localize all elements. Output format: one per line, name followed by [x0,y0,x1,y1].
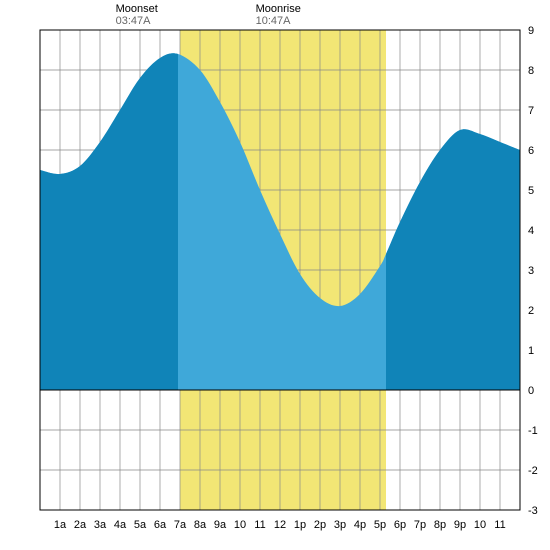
x-tick-label: 8p [434,519,446,531]
y-tick-label: 7 [528,105,534,117]
x-tick-label: 12 [274,519,286,531]
x-tick-label: 5a [134,519,147,531]
moonrise-time: 10:47A [256,15,292,27]
x-tick-label: 10 [234,519,246,531]
moonrise-label: Moonrise [256,3,301,15]
y-tick-label: 0 [528,385,534,397]
x-tick-label: 6p [394,519,406,531]
x-tick-label: 1p [294,519,306,531]
x-tick-label: 5p [374,519,386,531]
x-tick-label: 11 [254,519,265,531]
x-tick-label: 11 [494,519,505,531]
x-tick-label: 8a [194,519,207,531]
y-tick-label: 5 [528,185,534,197]
x-tick-label: 9a [214,519,227,531]
x-tick-label: 3a [94,519,107,531]
x-tick-label: 2p [314,519,326,531]
x-tick-label: 2a [74,519,87,531]
y-tick-label: 9 [528,25,534,37]
x-tick-label: 9p [454,519,466,531]
x-tick-label: 7a [174,519,187,531]
y-tick-label: 2 [528,305,534,317]
x-tick-label: 4a [114,519,127,531]
tide-chart: -3-2-101234567891a2a3a4a5a6a7a8a9a101112… [0,0,550,550]
x-tick-label: 7p [414,519,426,531]
x-tick-label: 10 [474,519,486,531]
x-tick-label: 6a [154,519,167,531]
y-tick-label: 3 [528,265,534,277]
chart-svg: -3-2-101234567891a2a3a4a5a6a7a8a9a101112… [0,0,550,550]
y-tick-label: -2 [528,465,538,477]
x-tick-label: 1a [54,519,67,531]
y-tick-label: 4 [528,225,534,237]
x-tick-label: 3p [334,519,346,531]
y-tick-label: 1 [528,345,534,357]
y-tick-label: 6 [528,145,534,157]
y-tick-label: 8 [528,65,534,77]
moonset-label: Moonset [116,3,158,15]
y-tick-label: -3 [528,505,538,517]
x-tick-label: 4p [354,519,366,531]
y-tick-label: -1 [528,425,538,437]
moonset-time: 03:47A [116,15,152,27]
